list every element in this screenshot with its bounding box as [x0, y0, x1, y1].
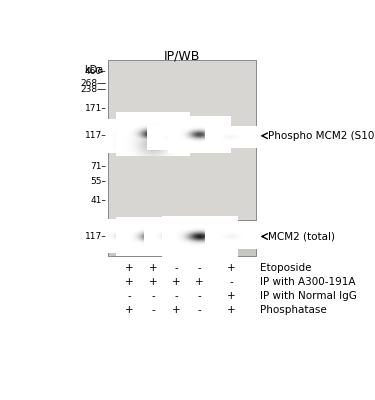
Text: -: -: [151, 305, 155, 315]
Text: 171–: 171–: [85, 104, 106, 112]
Text: 117–: 117–: [85, 232, 106, 241]
Text: -: -: [230, 277, 233, 287]
Text: IP with Normal IgG: IP with Normal IgG: [261, 291, 357, 301]
Text: +: +: [227, 263, 236, 273]
Text: +: +: [227, 305, 236, 315]
Text: -: -: [198, 305, 201, 315]
Text: 238—: 238—: [80, 85, 106, 94]
Text: Phospho MCM2 (S108): Phospho MCM2 (S108): [268, 131, 375, 141]
Bar: [108, 225, 256, 256]
Text: +: +: [125, 263, 134, 273]
Text: 71–: 71–: [90, 162, 106, 171]
Text: -: -: [174, 263, 178, 273]
Text: +: +: [148, 263, 157, 273]
Text: +: +: [172, 277, 180, 287]
Text: 117–: 117–: [85, 131, 106, 140]
Text: 41–: 41–: [91, 196, 106, 205]
Bar: [108, 60, 256, 220]
Text: 268—: 268—: [80, 79, 106, 88]
Text: -: -: [198, 291, 201, 301]
Text: -: -: [174, 291, 178, 301]
Text: -: -: [198, 263, 201, 273]
Text: -: -: [151, 291, 155, 301]
Text: +: +: [125, 277, 134, 287]
Text: IP/WB: IP/WB: [164, 49, 200, 62]
Text: +: +: [172, 305, 180, 315]
Text: 55–: 55–: [90, 178, 106, 186]
Text: MCM2 (total): MCM2 (total): [268, 232, 335, 242]
Text: +: +: [148, 277, 157, 287]
Text: Phosphatase: Phosphatase: [261, 305, 327, 315]
Text: kDa: kDa: [84, 65, 104, 75]
Text: IP with A300-191A: IP with A300-191A: [261, 277, 356, 287]
Text: +: +: [195, 277, 204, 287]
Text: 460–: 460–: [85, 67, 106, 76]
Text: Etoposide: Etoposide: [261, 263, 312, 273]
Text: -: -: [128, 291, 132, 301]
Text: +: +: [125, 305, 134, 315]
Text: +: +: [227, 291, 236, 301]
